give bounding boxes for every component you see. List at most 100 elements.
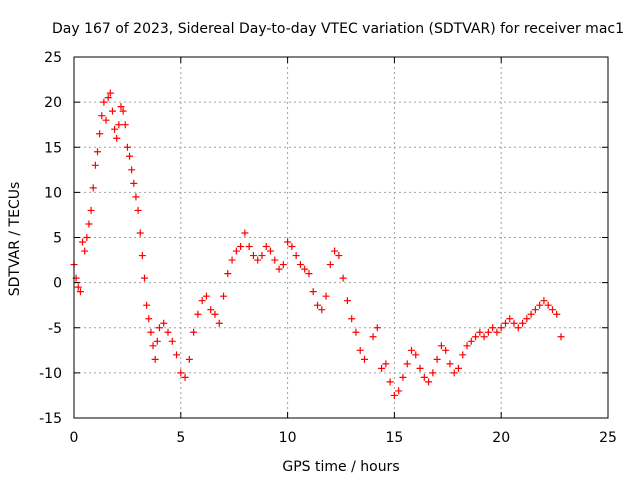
data-point	[305, 270, 313, 278]
data-point	[232, 247, 240, 255]
data-point	[85, 220, 93, 228]
data-point	[76, 288, 84, 296]
data-point	[164, 328, 172, 336]
data-point	[322, 292, 330, 300]
data-point	[425, 378, 433, 386]
data-point	[91, 161, 99, 169]
data-point	[106, 89, 114, 97]
data-point	[215, 319, 223, 327]
x-tick-label: 10	[279, 430, 297, 446]
data-point	[113, 134, 121, 142]
data-point	[96, 130, 104, 138]
data-point	[147, 328, 155, 336]
data-point	[407, 346, 415, 354]
y-tick-label: 0	[53, 276, 62, 292]
data-point	[484, 328, 492, 336]
data-point	[100, 98, 108, 106]
plot-frame	[73, 56, 609, 419]
data-point	[429, 369, 437, 377]
data-point	[382, 360, 390, 368]
data-point	[531, 306, 539, 314]
data-point	[249, 252, 257, 260]
data-point	[348, 315, 356, 323]
data-point	[123, 143, 131, 151]
data-point	[136, 229, 144, 237]
data-point	[510, 319, 518, 327]
data-point	[153, 337, 161, 345]
data-point	[190, 328, 198, 336]
data-point	[237, 243, 245, 251]
data-point	[331, 247, 339, 255]
data-point	[220, 292, 228, 300]
data-point	[149, 342, 157, 350]
y-axis-label: SDTVAR / TECUs	[7, 182, 23, 297]
data-point	[108, 107, 116, 115]
data-point	[369, 333, 377, 341]
data-point	[536, 301, 544, 309]
data-point	[420, 373, 428, 381]
data-point	[454, 364, 462, 372]
data-point	[360, 355, 368, 363]
data-point	[497, 324, 505, 332]
data-point	[540, 297, 548, 305]
data-point	[472, 333, 480, 341]
data-point	[373, 324, 381, 332]
data-point	[155, 324, 163, 332]
data-point	[309, 288, 317, 296]
x-tick-labels: 0 5 10 15 20 25	[70, 430, 617, 446]
data-point	[459, 351, 467, 359]
data-point	[185, 355, 193, 363]
data-point	[228, 256, 236, 264]
data-point	[138, 252, 146, 260]
data-point	[207, 306, 215, 314]
data-point	[74, 283, 82, 291]
data-point	[548, 306, 556, 314]
data-point	[143, 301, 151, 309]
data-point	[245, 243, 253, 251]
data-point	[519, 319, 527, 327]
data-point	[288, 243, 296, 251]
data-point	[318, 306, 326, 314]
x-tick-label: 20	[492, 430, 510, 446]
data-point	[301, 265, 309, 273]
data-point	[314, 301, 322, 309]
data-point	[553, 310, 561, 318]
data-point	[121, 121, 129, 129]
data-point	[352, 328, 360, 336]
data-point	[463, 342, 471, 350]
data-point	[467, 337, 475, 345]
data-point	[202, 292, 210, 300]
data-point	[79, 238, 87, 246]
data-point	[224, 270, 232, 278]
data-point	[93, 148, 101, 156]
data-point	[173, 351, 181, 359]
x-tick-label: 25	[599, 430, 617, 446]
data-point	[506, 315, 514, 323]
data-point	[437, 342, 445, 350]
data-point	[117, 103, 125, 111]
series-sdtvar	[70, 89, 565, 399]
data-point	[98, 112, 106, 120]
data-series	[70, 89, 565, 399]
data-point	[527, 310, 535, 318]
data-point	[279, 261, 287, 269]
data-point	[416, 364, 424, 372]
data-point	[145, 315, 153, 323]
data-point	[241, 229, 249, 237]
chart-title: Day 167 of 2023, Sidereal Day-to-day VTE…	[52, 21, 624, 37]
data-point	[386, 378, 394, 386]
y-tick-label: 20	[44, 95, 62, 111]
data-point	[151, 355, 159, 363]
data-point	[480, 333, 488, 341]
data-point	[476, 328, 484, 336]
x-tick-label: 15	[385, 430, 403, 446]
data-point	[181, 373, 189, 381]
data-point	[130, 179, 138, 187]
data-point	[267, 247, 275, 255]
data-point	[160, 319, 168, 327]
y-tick-label: 15	[44, 140, 62, 156]
data-point	[81, 247, 89, 255]
data-point	[104, 94, 112, 102]
data-point	[292, 252, 300, 260]
